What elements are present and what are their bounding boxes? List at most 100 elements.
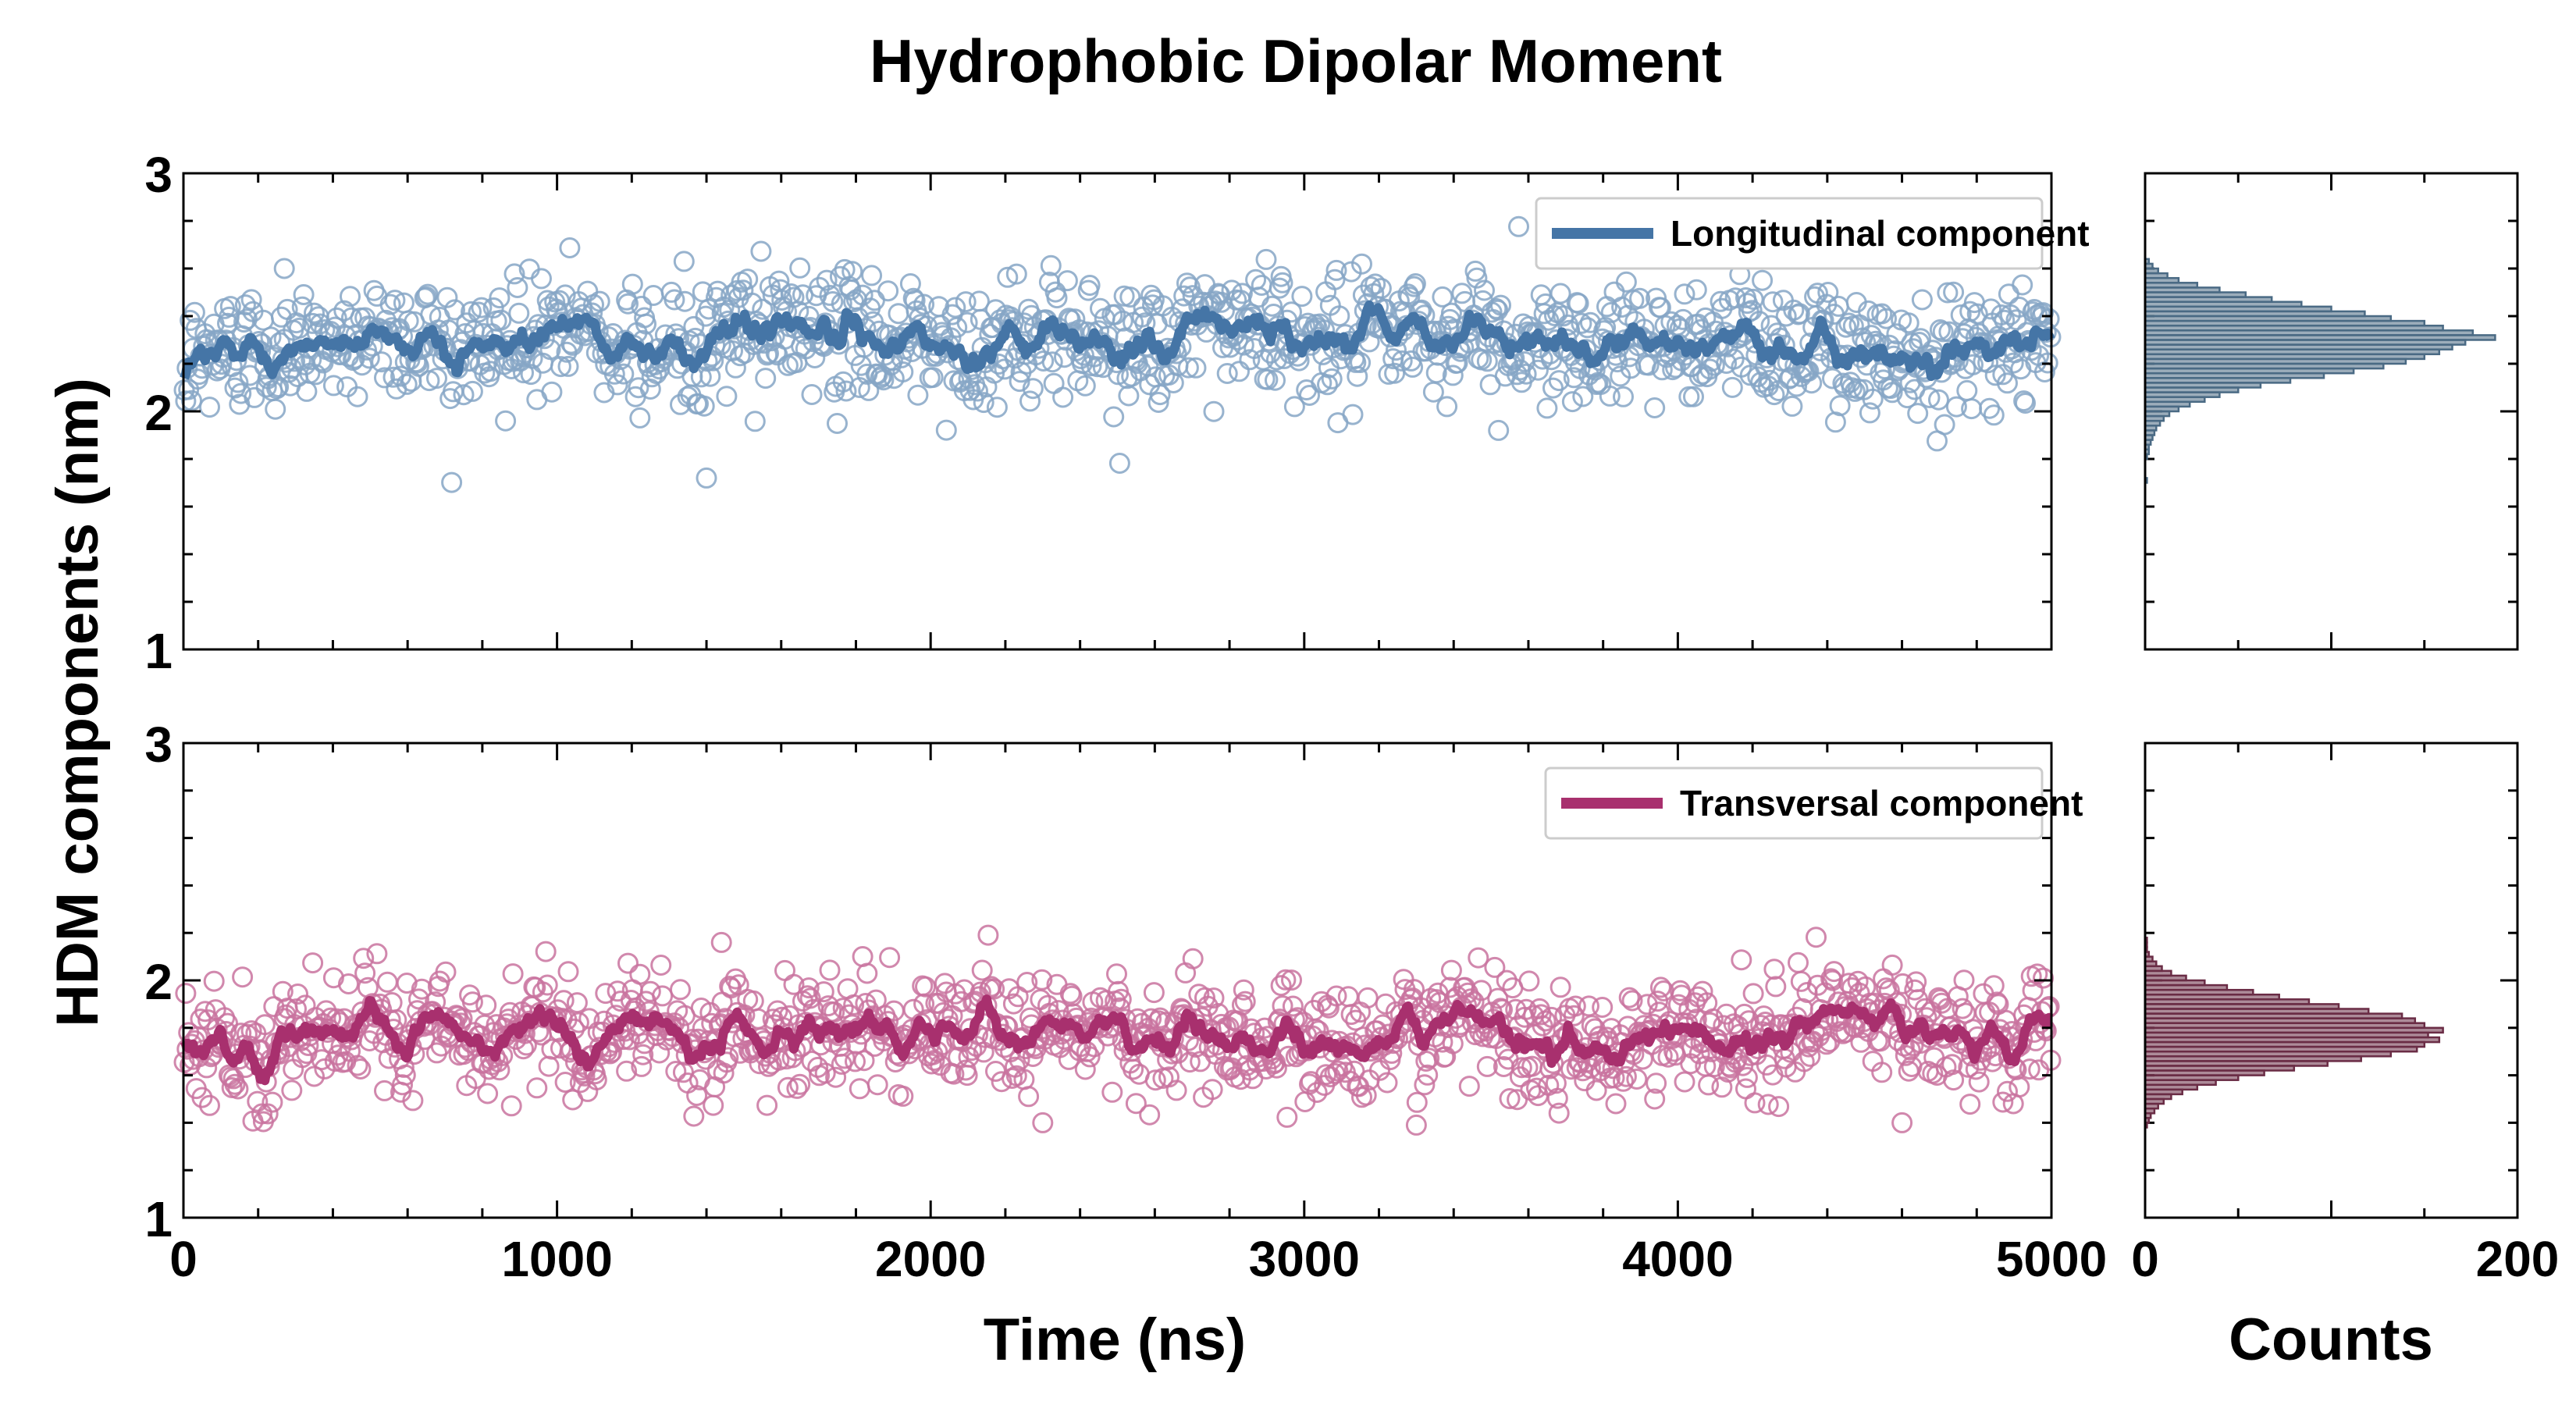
data-point bbox=[1685, 279, 1707, 301]
data-point bbox=[686, 1085, 708, 1106]
data-point bbox=[704, 1076, 726, 1097]
data-point bbox=[456, 312, 478, 334]
data-point bbox=[2033, 967, 2054, 989]
data-point bbox=[384, 290, 406, 311]
data-point bbox=[394, 1064, 416, 1086]
data-point bbox=[1375, 993, 1397, 1015]
data-point bbox=[1432, 286, 1453, 308]
data-point bbox=[500, 1095, 522, 1117]
data-point bbox=[268, 376, 290, 398]
data-point bbox=[816, 269, 838, 291]
data-point bbox=[1788, 951, 1809, 973]
data-point bbox=[1983, 404, 2005, 426]
data-point bbox=[1229, 361, 1250, 382]
data-point bbox=[1838, 312, 1860, 334]
data-point bbox=[1876, 977, 1897, 999]
data-point bbox=[1871, 303, 1893, 325]
data-point bbox=[796, 985, 818, 1007]
data-point bbox=[531, 268, 552, 290]
data-point bbox=[1592, 997, 1614, 1018]
data-point bbox=[635, 313, 656, 335]
data-point bbox=[554, 284, 576, 306]
data-point bbox=[973, 392, 994, 414]
data-point bbox=[1123, 1058, 1144, 1080]
data-point bbox=[293, 284, 315, 305]
data-point bbox=[1945, 396, 1967, 418]
data-point bbox=[729, 345, 751, 367]
data-point bbox=[1074, 375, 1096, 397]
data-point bbox=[1713, 1015, 1735, 1037]
data-point bbox=[2019, 1058, 2041, 1080]
data-point bbox=[2008, 1076, 2030, 1098]
data-point bbox=[1763, 959, 1785, 980]
data-point bbox=[629, 407, 651, 429]
data-point bbox=[338, 973, 359, 994]
data-point bbox=[1391, 350, 1413, 372]
data-point bbox=[650, 955, 672, 976]
data-point bbox=[1992, 1091, 2014, 1113]
data-point bbox=[827, 413, 848, 434]
data-point bbox=[807, 1056, 829, 1078]
data-point bbox=[783, 286, 805, 308]
data-point bbox=[1765, 976, 1787, 998]
series-line bbox=[180, 994, 2055, 1086]
data-point bbox=[1272, 272, 1293, 293]
data-point bbox=[1418, 1048, 1440, 1069]
data-point bbox=[665, 1061, 687, 1082]
data-point bbox=[1855, 976, 1877, 998]
data-point bbox=[849, 1078, 870, 1100]
data-point bbox=[1898, 312, 1920, 334]
data-point bbox=[756, 1094, 778, 1116]
data-point bbox=[1962, 354, 1984, 375]
data-point bbox=[1615, 271, 1637, 293]
data-point bbox=[1466, 267, 1488, 289]
data-point bbox=[1118, 385, 1140, 407]
data-point bbox=[175, 983, 197, 1005]
data-point bbox=[1763, 384, 1785, 406]
data-point bbox=[1599, 385, 1621, 407]
data-point bbox=[1106, 963, 1127, 985]
data-point bbox=[853, 1050, 875, 1072]
data-point bbox=[1762, 291, 1784, 313]
data-point bbox=[350, 1058, 372, 1080]
data-point bbox=[1550, 976, 1571, 998]
data-point bbox=[1239, 349, 1261, 371]
data-point bbox=[374, 367, 395, 389]
data-point bbox=[1929, 319, 1951, 340]
data-point bbox=[495, 410, 517, 432]
data-point bbox=[366, 285, 388, 307]
data-point bbox=[471, 297, 493, 318]
data-point bbox=[1052, 386, 1074, 408]
data-point bbox=[879, 947, 901, 969]
data-point bbox=[502, 963, 524, 985]
data-point bbox=[1545, 1072, 1567, 1094]
data-point bbox=[752, 298, 774, 320]
data-point bbox=[265, 398, 286, 420]
data-point bbox=[1233, 334, 1254, 356]
data-point bbox=[1744, 1092, 1766, 1114]
data-point bbox=[353, 948, 375, 969]
data-point bbox=[322, 375, 344, 397]
data-point bbox=[2012, 274, 2033, 296]
data-point bbox=[199, 1094, 220, 1116]
data-point bbox=[1147, 392, 1169, 413]
data-point bbox=[892, 361, 914, 382]
data-point bbox=[1016, 972, 1038, 993]
data-point bbox=[1488, 419, 1510, 441]
data-point bbox=[984, 978, 1005, 1000]
data-point bbox=[1790, 970, 1812, 992]
data-point bbox=[1165, 1080, 1187, 1101]
data-point bbox=[191, 1087, 213, 1108]
data-point bbox=[1943, 281, 1965, 303]
data-point bbox=[227, 372, 249, 393]
data-point bbox=[971, 959, 993, 981]
data-point bbox=[717, 1047, 739, 1069]
data-point bbox=[1233, 979, 1254, 1001]
data-point bbox=[566, 992, 588, 1014]
data-point bbox=[435, 961, 457, 983]
data-point bbox=[928, 992, 950, 1014]
data-point bbox=[376, 971, 398, 993]
x-tick-label: 1000 bbox=[501, 1231, 612, 1287]
y-tick-label: 2 bbox=[144, 385, 173, 441]
data-point bbox=[1605, 1093, 1627, 1115]
